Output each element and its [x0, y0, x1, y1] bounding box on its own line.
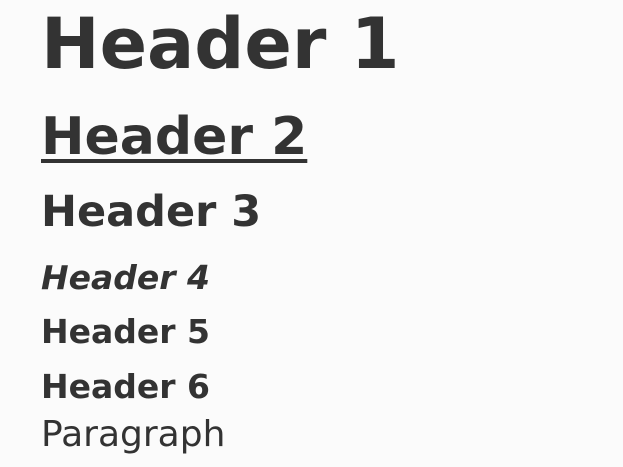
header-4: Header 4	[41, 258, 210, 297]
header-5: Header 5	[41, 312, 210, 351]
header-6: Header 6	[41, 367, 210, 406]
header-3: Header 3	[41, 187, 262, 237]
header-2: Header 2	[41, 107, 308, 167]
paragraph-text: Paragraph	[41, 414, 226, 455]
header-1: Header 1	[41, 3, 400, 85]
